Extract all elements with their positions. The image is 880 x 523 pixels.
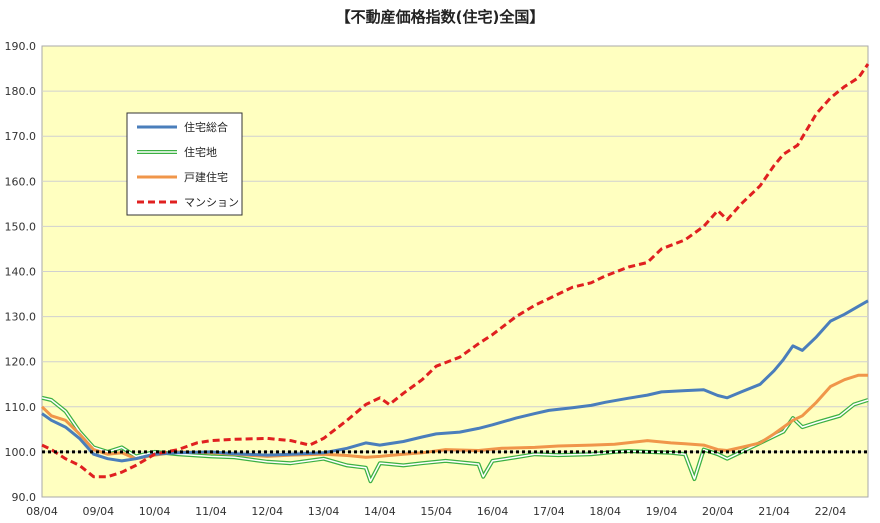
y-tick-label: 160.0 xyxy=(5,175,37,188)
legend-label: 戸建住宅 xyxy=(184,170,228,184)
chart-title: 【不動産価格指数(住宅)全国】 xyxy=(336,8,545,26)
x-tick-label: 21/04 xyxy=(758,505,790,518)
x-axis-ticks: 08/04 09/04 10/04 11/04 12/04 13/04 14/04 15/04… xyxy=(26,505,846,518)
x-tick-label: 10/04 xyxy=(139,505,171,518)
legend-label: 住宅地 xyxy=(184,145,217,159)
series-line-3 xyxy=(41,63,870,479)
x-tick-label: 15/04 xyxy=(420,505,452,518)
x-tick-label: 19/04 xyxy=(646,505,678,518)
y-tick-label: 110.0 xyxy=(5,401,37,414)
y-tick-label: 100.0 xyxy=(5,446,37,459)
x-tick-label: 12/04 xyxy=(251,505,283,518)
x-tick-label: 11/04 xyxy=(195,505,227,518)
legend-box xyxy=(126,112,243,216)
x-tick-label: 14/04 xyxy=(364,505,396,518)
legend-label: 住宅総合 xyxy=(184,120,228,134)
x-tick-label: 08/04 xyxy=(26,505,58,518)
x-tick-label: 16/04 xyxy=(477,505,509,518)
y-tick-label: 120.0 xyxy=(5,356,37,369)
x-tick-label: 22/04 xyxy=(815,505,847,518)
y-tick-label: 140.0 xyxy=(5,266,37,279)
y-tick-label: 190.0 xyxy=(5,40,37,53)
y-tick-label: 130.0 xyxy=(5,311,37,324)
y-tick-label: 150.0 xyxy=(5,220,37,233)
y-tick-label: 90.0 xyxy=(12,491,37,504)
series-lines xyxy=(40,63,870,484)
x-tick-label: 17/04 xyxy=(533,505,565,518)
series-line-1-inner xyxy=(41,397,869,482)
x-tick-label: 20/04 xyxy=(702,505,734,518)
y-axis-ticks: 90.0 100.0 110.0 120.0 130.0 140.0 150.0 160.0 1… xyxy=(5,40,37,504)
x-tick-label: 09/04 xyxy=(82,505,114,518)
y-tick-label: 180.0 xyxy=(5,85,37,98)
x-tick-label: 13/04 xyxy=(308,505,340,518)
y-tick-label: 170.0 xyxy=(5,130,37,143)
legend-label: マンション xyxy=(184,196,239,209)
x-tick-label: 18/04 xyxy=(589,505,621,518)
